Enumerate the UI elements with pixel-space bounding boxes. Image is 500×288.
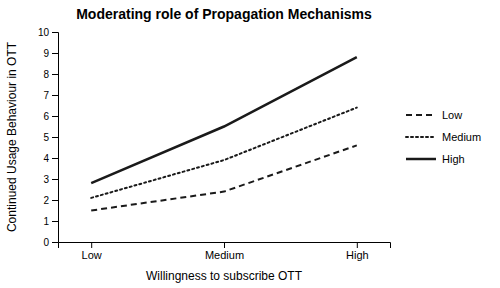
- x-axis-title: Willingness to subscribe OTT: [146, 269, 303, 283]
- tick-mark: [357, 242, 358, 248]
- tick-mark: [52, 221, 58, 222]
- series-line: [91, 145, 357, 210]
- axis-line: [59, 243, 391, 249]
- tick-label: 2: [43, 195, 49, 206]
- tick-mark: [52, 179, 58, 180]
- tick: 0: [43, 237, 58, 248]
- tick-label: Medium: [205, 249, 244, 261]
- series-line: [91, 108, 357, 198]
- tick-mark: [52, 137, 58, 138]
- chart: 0 1 2 3 4 5 6 7 8 9 10 Low Medium High Moderating role…: [0, 0, 500, 288]
- tick: Low: [82, 242, 102, 261]
- title: Moderating role of Propagation Mechanism…: [76, 6, 372, 22]
- y-axis: 0 1 2 3 4 5 6 7 8 9 10: [38, 27, 59, 248]
- legend-swatch: [406, 136, 436, 138]
- tick: High: [346, 242, 369, 261]
- tick-label: High: [346, 249, 369, 261]
- legend-swatch: [406, 114, 436, 116]
- tick-label: 6: [43, 111, 49, 122]
- tick: 3: [43, 174, 58, 185]
- tick-label: 10: [38, 27, 50, 38]
- tick: 6: [43, 111, 58, 122]
- tick-label: 5: [43, 132, 49, 143]
- axis-line: [52, 33, 59, 243]
- legend-swatch: [406, 158, 436, 161]
- tick-mark: [52, 158, 58, 159]
- tick-label: 9: [43, 48, 49, 59]
- tick-mark: [52, 74, 58, 75]
- tick: 1: [43, 216, 58, 227]
- tick: 10: [38, 27, 58, 38]
- legend-label: Medium: [442, 131, 481, 143]
- tick-label: 0: [43, 237, 49, 248]
- tick: 9: [43, 48, 58, 59]
- tick-label: 1: [43, 216, 49, 227]
- x-axis: Low Medium High: [59, 242, 391, 261]
- tick-mark: [52, 116, 58, 117]
- legend-item: Medium: [406, 131, 481, 143]
- plot: 0 1 2 3 4 5 6 7 8 9 10 Low Medium High: [38, 27, 391, 261]
- tick-label: 7: [43, 90, 49, 101]
- legend-item: High: [406, 153, 465, 165]
- legend-label: Low: [442, 109, 462, 121]
- legend: Low Medium High: [406, 109, 481, 165]
- lines: [91, 57, 357, 210]
- tick-mark: [91, 242, 92, 248]
- legend-label: High: [442, 153, 465, 165]
- tick: 4: [43, 153, 58, 164]
- tick: Medium: [205, 242, 244, 261]
- tick-label: Low: [82, 249, 102, 261]
- tick-label: 4: [43, 153, 49, 164]
- tick-mark: [224, 242, 225, 248]
- tick-mark: [52, 95, 58, 96]
- tick-mark: [52, 32, 58, 33]
- tick-label: 3: [43, 174, 49, 185]
- tick-mark: [52, 53, 58, 54]
- y-axis-title: Continued Usage Behaviour in OTT: [5, 41, 19, 232]
- tick-label: 8: [43, 69, 49, 80]
- tick-mark: [52, 242, 58, 243]
- tick-mark: [52, 200, 58, 201]
- series-line: [91, 57, 357, 183]
- tick: 8: [43, 69, 58, 80]
- legend-item: Low: [406, 109, 462, 121]
- tick: 7: [43, 90, 58, 101]
- tick: 2: [43, 195, 58, 206]
- tick: 5: [43, 132, 58, 143]
